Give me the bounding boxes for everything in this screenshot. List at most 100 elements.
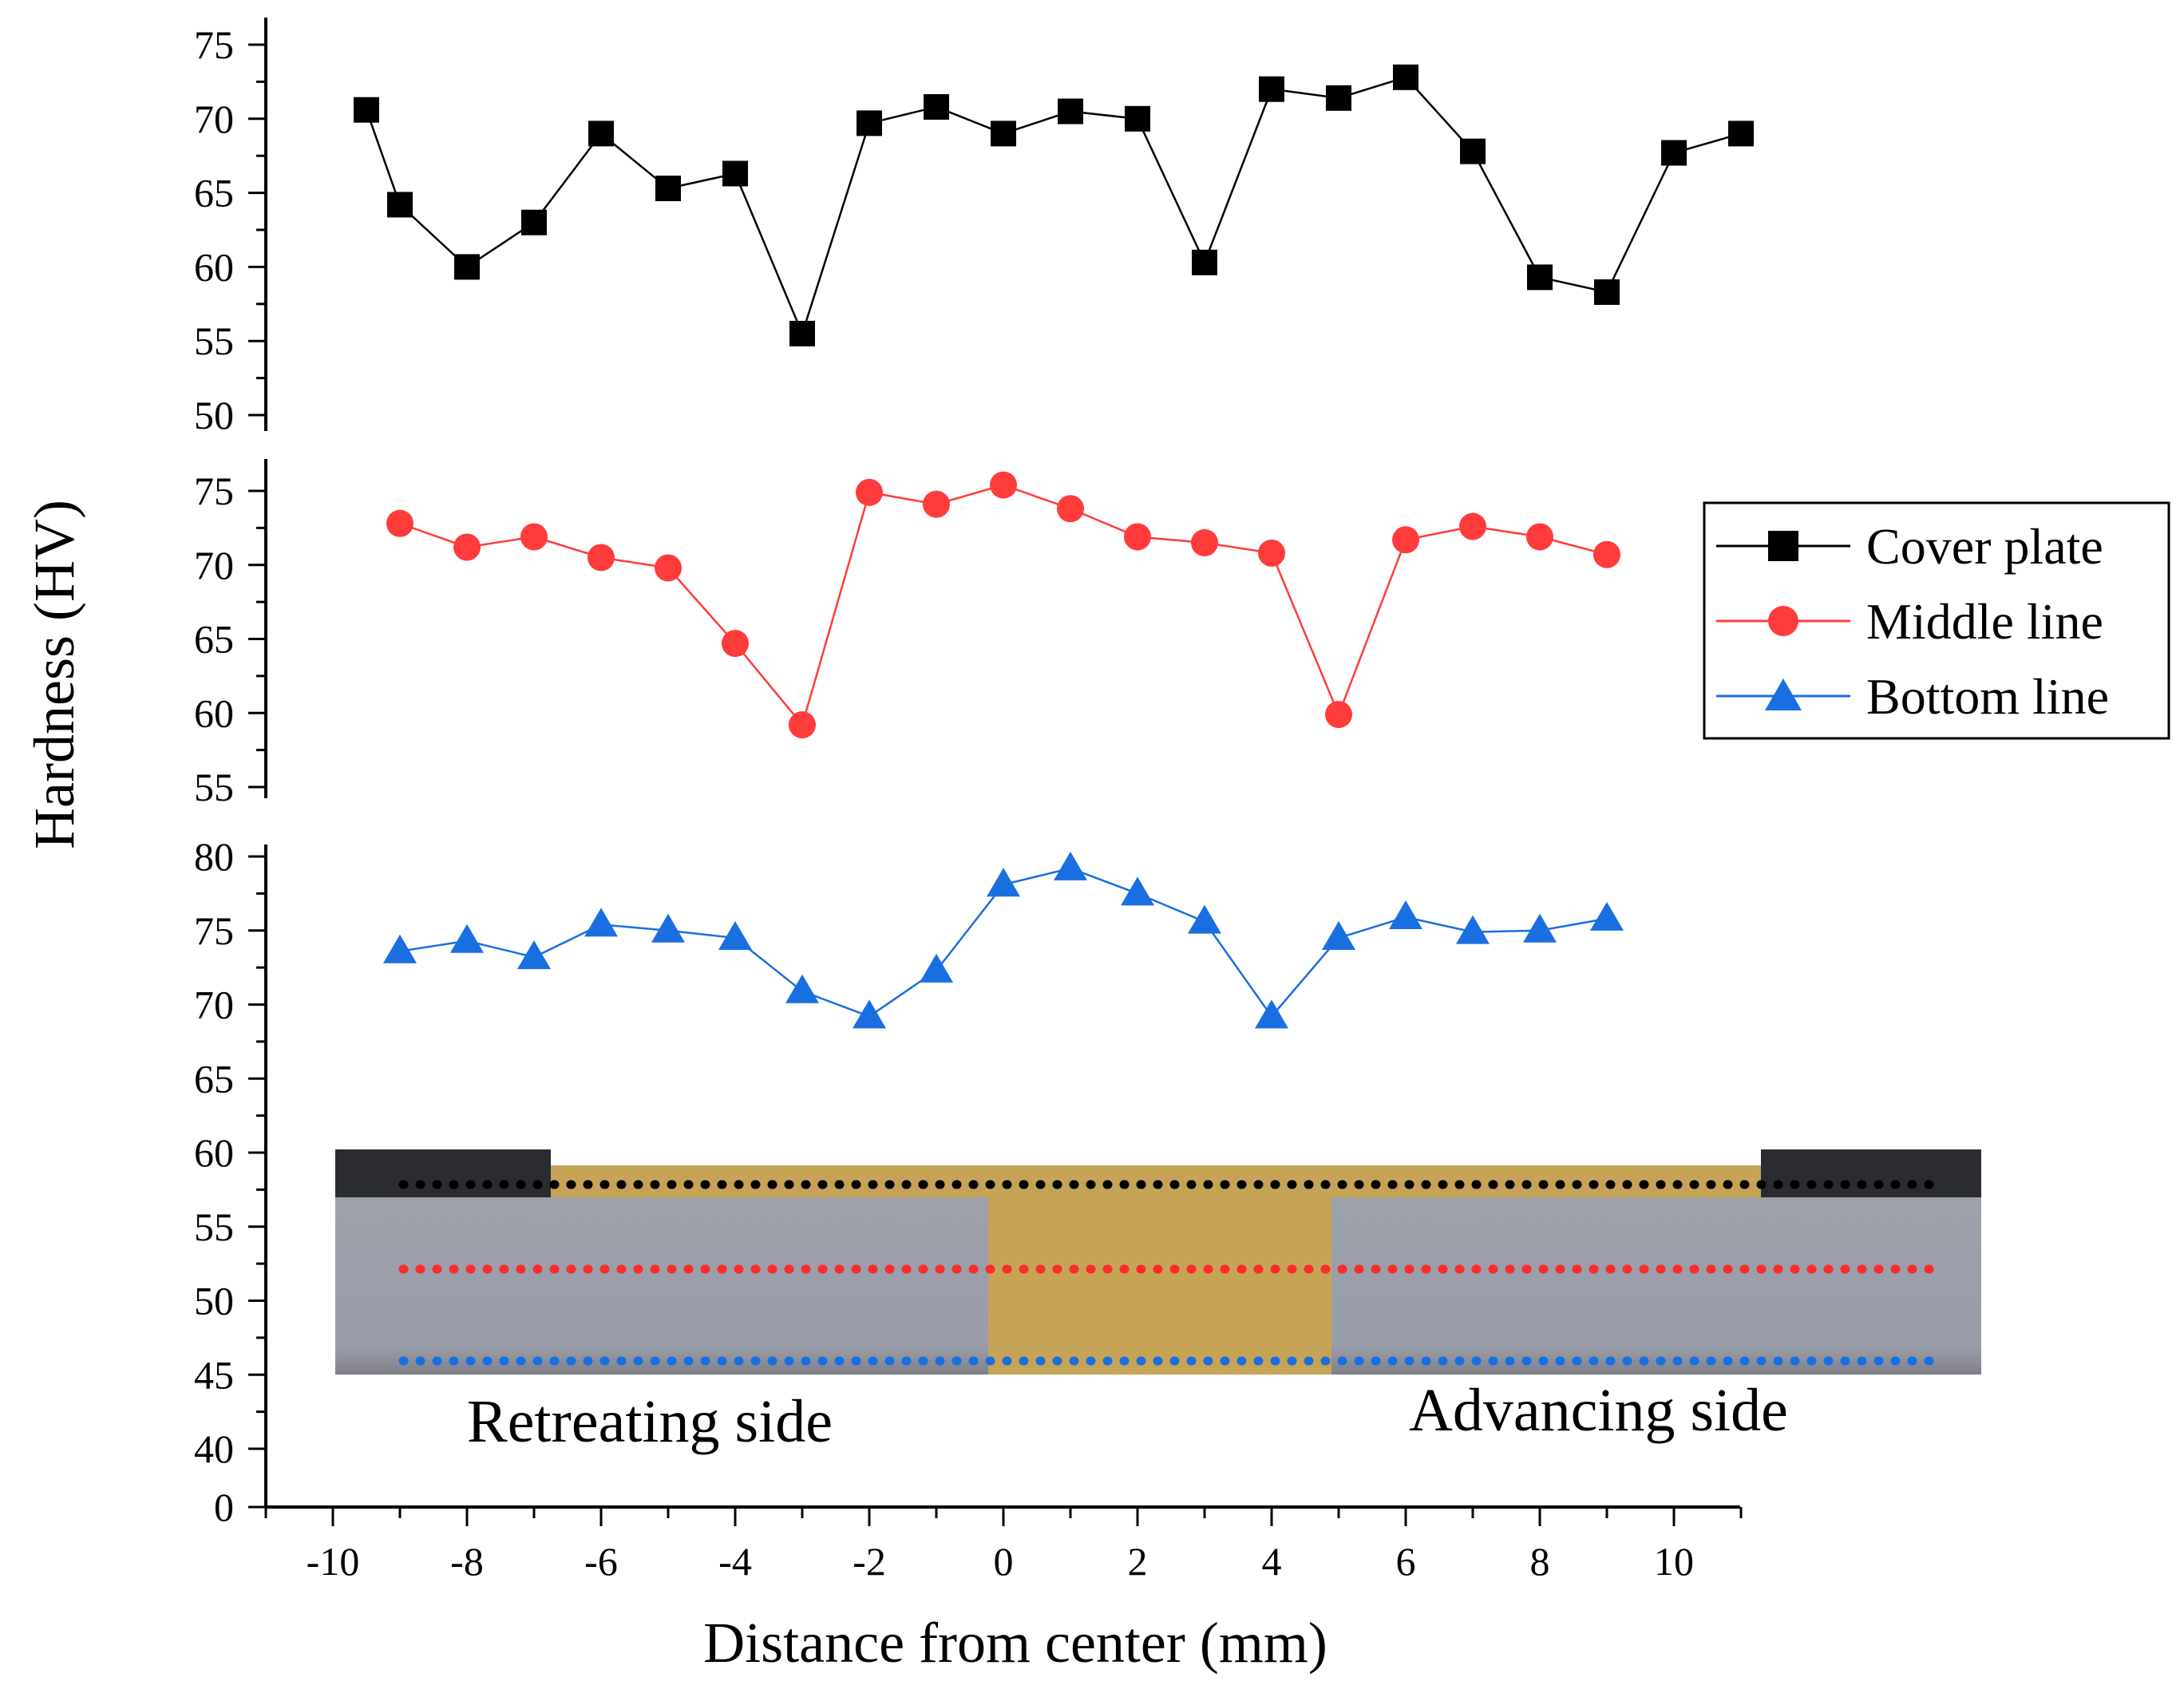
data-point-circle [1392, 526, 1419, 554]
base-plate-left [335, 1197, 988, 1375]
data-point-square [588, 121, 614, 147]
y-tick-label: 70 [194, 543, 234, 587]
y-tick-label: 55 [194, 318, 234, 363]
x-tick-label: -6 [584, 1539, 618, 1584]
series-line-middle-line [399, 484, 1608, 727]
y-tick-label: 65 [194, 1056, 234, 1101]
data-point-triangle [718, 921, 752, 951]
clamp-block-right [1761, 1149, 1981, 1197]
data-point-square [1594, 279, 1620, 305]
data-point-triangle [1054, 851, 1087, 880]
data-point-triangle [920, 953, 953, 983]
advancing-side-label: Advancing side [1409, 1377, 1788, 1444]
data-point-square [1728, 121, 1754, 147]
y-tick-label: 55 [194, 1205, 234, 1249]
y-tick-label: 60 [194, 244, 234, 289]
data-point-square [655, 176, 681, 202]
legend-label-middle-line: Middle line [1866, 593, 2103, 650]
data-point-circle [990, 471, 1017, 499]
data-point-triangle [987, 868, 1020, 897]
data-point-square [1661, 140, 1687, 166]
data-point-circle [856, 478, 883, 506]
data-point-square [1527, 264, 1553, 291]
y-tick-label: 0 [214, 1485, 234, 1529]
y-tick-label: 75 [194, 469, 234, 513]
base-plate-right [1331, 1197, 1981, 1375]
x-tick-label: 10 [1654, 1539, 1694, 1584]
legend-label-cover-plate: Cover plate [1866, 518, 2103, 575]
data-point-triangle [1255, 999, 1288, 1029]
data-point-circle [588, 544, 615, 572]
y-tick-label: 75 [194, 22, 234, 67]
data-point-circle [1258, 539, 1285, 567]
data-point-square [1058, 98, 1083, 125]
data-point-triangle [517, 940, 551, 970]
data-point-circle [655, 554, 682, 582]
y-tick-label: 70 [194, 97, 234, 141]
clamp-block-left [335, 1149, 551, 1197]
x-tick-label: -10 [307, 1539, 360, 1584]
data-point-square [1125, 105, 1150, 132]
data-point-triangle [1523, 913, 1557, 943]
y-tick-label: 40 [194, 1426, 234, 1471]
y-tick-label: 65 [194, 171, 234, 216]
x-axis-title: Distance from center (mm) [703, 1611, 1327, 1675]
x-tick-label: -4 [718, 1539, 752, 1584]
data-series [354, 64, 1754, 1029]
data-point-triangle [1322, 921, 1355, 951]
legend-entry-bottom-line: Bottom line [1716, 668, 2109, 725]
data-point-square [521, 209, 547, 235]
data-point-square [1326, 85, 1351, 111]
data-point-circle [1191, 528, 1218, 556]
legend-marker-circle [1768, 606, 1798, 636]
legend: Cover plate Middle line Bottom line [1703, 501, 2170, 740]
data-point-circle [520, 523, 548, 551]
y-tick-label: 50 [194, 393, 234, 437]
y-tick-label: 80 [194, 834, 234, 879]
data-point-circle [386, 509, 413, 537]
weld-schematic: Retreating side Advancing side [335, 1149, 1981, 1455]
x-tick-label: 6 [1396, 1539, 1416, 1584]
y-tick-label: 50 [194, 1279, 234, 1323]
data-point-square [1393, 64, 1418, 90]
data-point-square [454, 254, 480, 280]
data-point-square [1192, 249, 1217, 275]
data-point-square [991, 121, 1016, 147]
axes: 5055606570755560657075040455055606570758… [194, 18, 1743, 1584]
data-point-circle [789, 711, 816, 739]
data-point-circle [923, 490, 950, 518]
data-point-square [722, 160, 748, 187]
data-point-triangle [651, 913, 685, 943]
x-tick-label: 2 [1128, 1539, 1148, 1584]
data-point-circle [453, 533, 481, 561]
data-point-triangle [1590, 901, 1624, 931]
data-point-triangle [383, 934, 417, 963]
legend-label-bottom-line: Bottom line [1866, 668, 2109, 725]
data-point-circle [1459, 512, 1486, 540]
legend-entry-cover-plate: Cover plate [1716, 518, 2103, 575]
legend-entry-middle-line: Middle line [1716, 593, 2103, 650]
data-point-circle [1593, 540, 1620, 568]
x-tick-label: 4 [1262, 1539, 1282, 1584]
legend-marker-triangle [1765, 678, 1802, 710]
x-tick-label: -2 [853, 1539, 886, 1584]
x-tick-label: 0 [994, 1539, 1014, 1584]
y-axis-title: Hardness (HV) [22, 500, 86, 849]
data-point-triangle [450, 924, 484, 953]
y-tick-label: 55 [194, 765, 234, 809]
data-point-triangle [1188, 904, 1221, 934]
data-point-square [354, 97, 379, 123]
data-point-square [789, 320, 815, 346]
data-point-square [1259, 76, 1284, 102]
data-point-square [924, 93, 949, 120]
data-point-square [1460, 138, 1486, 164]
data-point-circle [1057, 495, 1084, 523]
data-point-square [387, 192, 413, 218]
data-point-square [857, 110, 882, 136]
data-point-circle [1526, 523, 1553, 551]
y-tick-label: 45 [194, 1352, 234, 1397]
data-point-triangle [785, 974, 819, 1003]
y-tick-label: 60 [194, 690, 234, 735]
x-tick-label: -8 [450, 1539, 484, 1584]
